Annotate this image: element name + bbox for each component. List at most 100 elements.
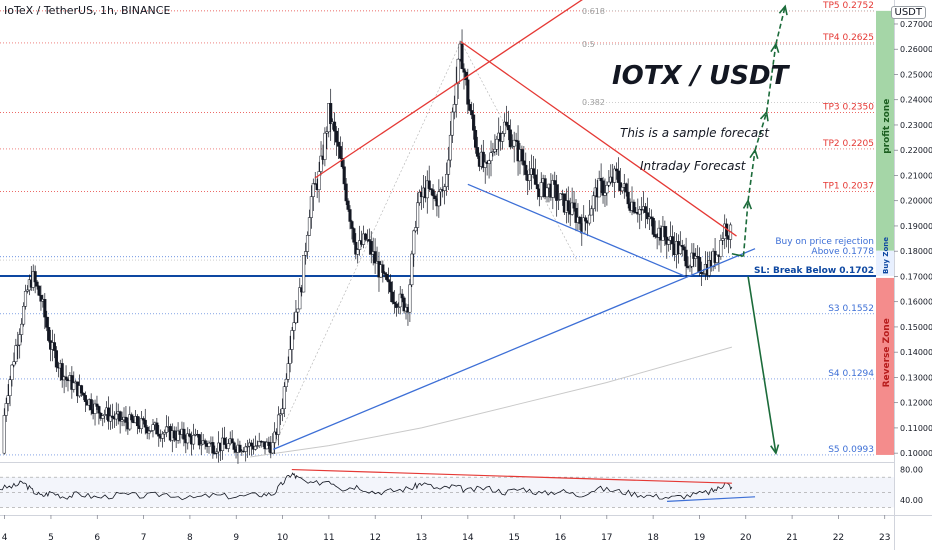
candle [6, 395, 10, 404]
candle [645, 212, 650, 220]
candle [651, 218, 655, 235]
candle [584, 217, 588, 222]
candle [157, 433, 161, 437]
candle [103, 414, 107, 417]
candle [18, 334, 22, 346]
candle [599, 177, 603, 182]
level-label: TP3 0.2350 [822, 102, 874, 112]
candle [182, 428, 186, 440]
candle [414, 227, 418, 232]
candle [232, 442, 236, 450]
candle [95, 403, 99, 407]
candle [257, 441, 261, 446]
candle [267, 441, 271, 446]
currency-tag[interactable]: USDT [890, 6, 926, 19]
candle [22, 306, 26, 325]
candle [390, 291, 395, 303]
candle [682, 246, 686, 251]
candle [692, 252, 696, 259]
candle [385, 273, 389, 280]
candle [680, 245, 684, 248]
price-tick-label: 0.17000 [900, 272, 932, 281]
candle [474, 130, 478, 148]
candle [589, 208, 594, 216]
candles [2, 29, 733, 464]
forecast-up-segment [754, 112, 768, 151]
time-tick-label: 11 [323, 533, 334, 543]
candle [130, 414, 134, 421]
candle [37, 286, 41, 296]
candle [638, 209, 642, 215]
rsi-line [0, 472, 733, 501]
candle [93, 403, 97, 414]
candle [493, 148, 497, 153]
time-tick-label: 9 [233, 533, 239, 543]
candle [70, 375, 74, 390]
time-tick-label: 20 [740, 533, 752, 543]
candle [721, 238, 725, 241]
candle [448, 134, 452, 161]
forecast-up-segment [742, 200, 749, 257]
candle [653, 234, 657, 237]
time-tick-label: 14 [462, 533, 474, 543]
candle [545, 187, 549, 198]
candle [620, 186, 624, 192]
price-tick-label: 0.21000 [900, 171, 932, 180]
candle [427, 180, 431, 189]
candle [348, 209, 352, 222]
candle [271, 442, 275, 454]
candle [578, 216, 582, 224]
candle [446, 159, 451, 175]
candle [510, 145, 514, 148]
candle [12, 361, 16, 366]
candle [531, 168, 536, 176]
candle [319, 155, 323, 172]
candle [72, 382, 76, 390]
candle [244, 446, 248, 452]
candle [601, 180, 605, 196]
candle [253, 445, 257, 450]
candle [20, 323, 24, 335]
time-tick-label: 15 [508, 533, 519, 543]
candle [14, 345, 18, 362]
candle [296, 308, 300, 313]
rsi-trendline-rsi-resistance [291, 468, 732, 484]
candle [278, 413, 283, 416]
candle [164, 426, 169, 433]
candle [2, 415, 6, 454]
candle [197, 434, 201, 446]
candle [383, 272, 387, 275]
level-label: Above 0.1778 [811, 247, 874, 257]
candle [213, 452, 217, 455]
candle [587, 214, 592, 224]
candle [110, 415, 114, 418]
candle [533, 174, 537, 185]
candle [373, 251, 377, 264]
sample-forecast-note: This is a sample forecast [620, 126, 770, 140]
candle [128, 414, 132, 430]
time-tick-label: 16 [555, 533, 567, 543]
candle [667, 240, 671, 245]
candle [445, 174, 449, 188]
candle [522, 160, 526, 166]
candle [35, 281, 39, 287]
price-tick-label: 0.25000 [900, 70, 932, 79]
candle [678, 245, 682, 254]
candle [412, 230, 416, 255]
candle [495, 138, 499, 150]
trendline-descending-resistance [460, 41, 737, 237]
candle [338, 146, 342, 159]
time-tick-label: 12 [369, 533, 380, 543]
candle [557, 199, 561, 201]
forecast-up-arrowhead [778, 4, 788, 16]
candle [141, 418, 145, 421]
candle [396, 306, 400, 308]
candle [431, 189, 435, 197]
price-axis-background [894, 0, 932, 550]
candle [605, 185, 609, 194]
time-tick-label: 10 [277, 533, 289, 543]
candle [535, 184, 539, 190]
forecast-up-segment [765, 44, 777, 113]
